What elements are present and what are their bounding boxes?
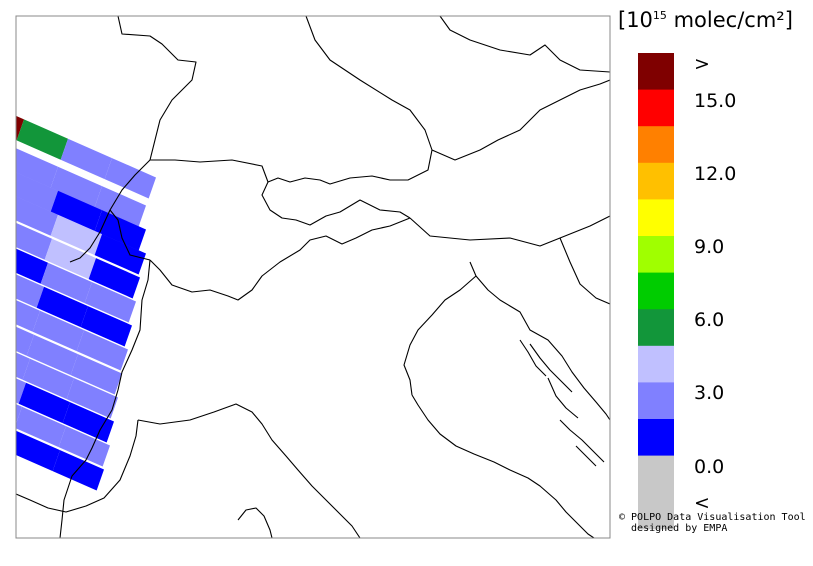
colorbar-bin	[638, 199, 674, 237]
satellite-pixel	[50, 214, 102, 256]
colorbar-bin	[638, 309, 674, 347]
satellite-pixel	[16, 248, 48, 284]
satellite-pixel	[70, 354, 122, 395]
satellite-pixel	[22, 358, 74, 400]
colorbar-tick-label: >	[694, 53, 710, 75]
unit-base: [10	[618, 8, 653, 32]
satellite-pixel	[44, 238, 96, 280]
satellite-pixel	[16, 326, 34, 356]
satellite-pixel	[16, 404, 22, 424]
colorbar-bin	[638, 345, 674, 383]
satellite-pixel	[66, 378, 118, 419]
satellite-pixel	[94, 234, 146, 275]
satellite-pixel	[0, 224, 4, 264]
satellite-pixel	[16, 300, 40, 332]
colorbar-tick-label: 9.0	[694, 236, 725, 258]
country-borders	[16, 16, 610, 538]
satellite-pixel	[0, 411, 16, 451]
colorbar-bin	[638, 89, 674, 127]
satellite-pixel	[50, 190, 102, 232]
satellite-pixel	[16, 406, 66, 448]
colorbar-bin	[638, 419, 674, 457]
satellite-pixel	[16, 119, 68, 160]
satellite-pixel	[16, 430, 60, 472]
satellite-pixel	[16, 274, 44, 308]
satellite-pixel	[84, 282, 136, 323]
satellite-pixel	[16, 148, 58, 188]
credit-line-2: designed by EMPA	[619, 523, 728, 534]
credit-text: © POLPO Data Visualisation Tool designed…	[619, 512, 806, 534]
satellite-pixel	[94, 186, 146, 227]
satellite-pixel	[80, 306, 132, 347]
satellite-pixel	[50, 166, 102, 208]
colorbar-bin	[638, 53, 674, 91]
satellite-pixel	[52, 450, 104, 491]
satellite-pixel	[16, 172, 58, 212]
colorbar-tick-label: 12.0	[694, 162, 737, 185]
colorbar-tick-label: 0.0	[694, 455, 725, 478]
colorbar-bin	[638, 162, 674, 200]
map-frame	[15, 15, 611, 539]
satellite-pixel	[16, 222, 52, 260]
satellite-pixel	[0, 128, 14, 168]
colorbar-tick-label: 3.0	[694, 382, 725, 405]
satellite-pixel	[88, 258, 140, 299]
satellite-pixel	[62, 402, 114, 443]
satellite-pixel	[16, 196, 58, 236]
unit-exponent: 15	[652, 9, 667, 22]
colorbar-bin	[638, 382, 674, 420]
satellite-pixel	[40, 262, 92, 304]
satellite-pixel	[0, 152, 14, 192]
colorbar-tick-label: <	[694, 492, 710, 515]
unit-rest: molec/cm²]	[666, 8, 793, 32]
satellite-swath	[0, 115, 156, 491]
credit-line-1: © POLPO Data Visualisation Tool	[619, 512, 806, 523]
satellite-pixel	[32, 310, 84, 352]
satellite-pixel	[0, 200, 8, 240]
satellite-pixel	[26, 334, 78, 376]
colorbar-bin	[638, 126, 674, 164]
colorbar-unit-label: [1015 molec/cm²]	[618, 8, 793, 32]
colorbar	[638, 53, 674, 530]
colorbar-bin	[638, 492, 674, 530]
satellite-pixel	[36, 286, 88, 328]
colorbar-bin	[638, 455, 674, 493]
satellite-pixel	[16, 352, 30, 380]
colorbar-tick-label: 15.0	[694, 89, 737, 112]
satellite-pixel	[76, 330, 128, 371]
satellite-pixel	[18, 382, 70, 424]
satellite-pixel	[104, 158, 156, 199]
satellite-pixel	[16, 378, 26, 404]
satellite-pixel	[60, 138, 112, 180]
colorbar-bin	[638, 272, 674, 310]
satellite-pixel	[16, 115, 24, 141]
satellite-pixel	[58, 426, 110, 467]
colorbar-bin	[638, 236, 674, 274]
satellite-pixel	[0, 176, 14, 216]
colorbar-tick-label: 6.0	[694, 309, 725, 332]
